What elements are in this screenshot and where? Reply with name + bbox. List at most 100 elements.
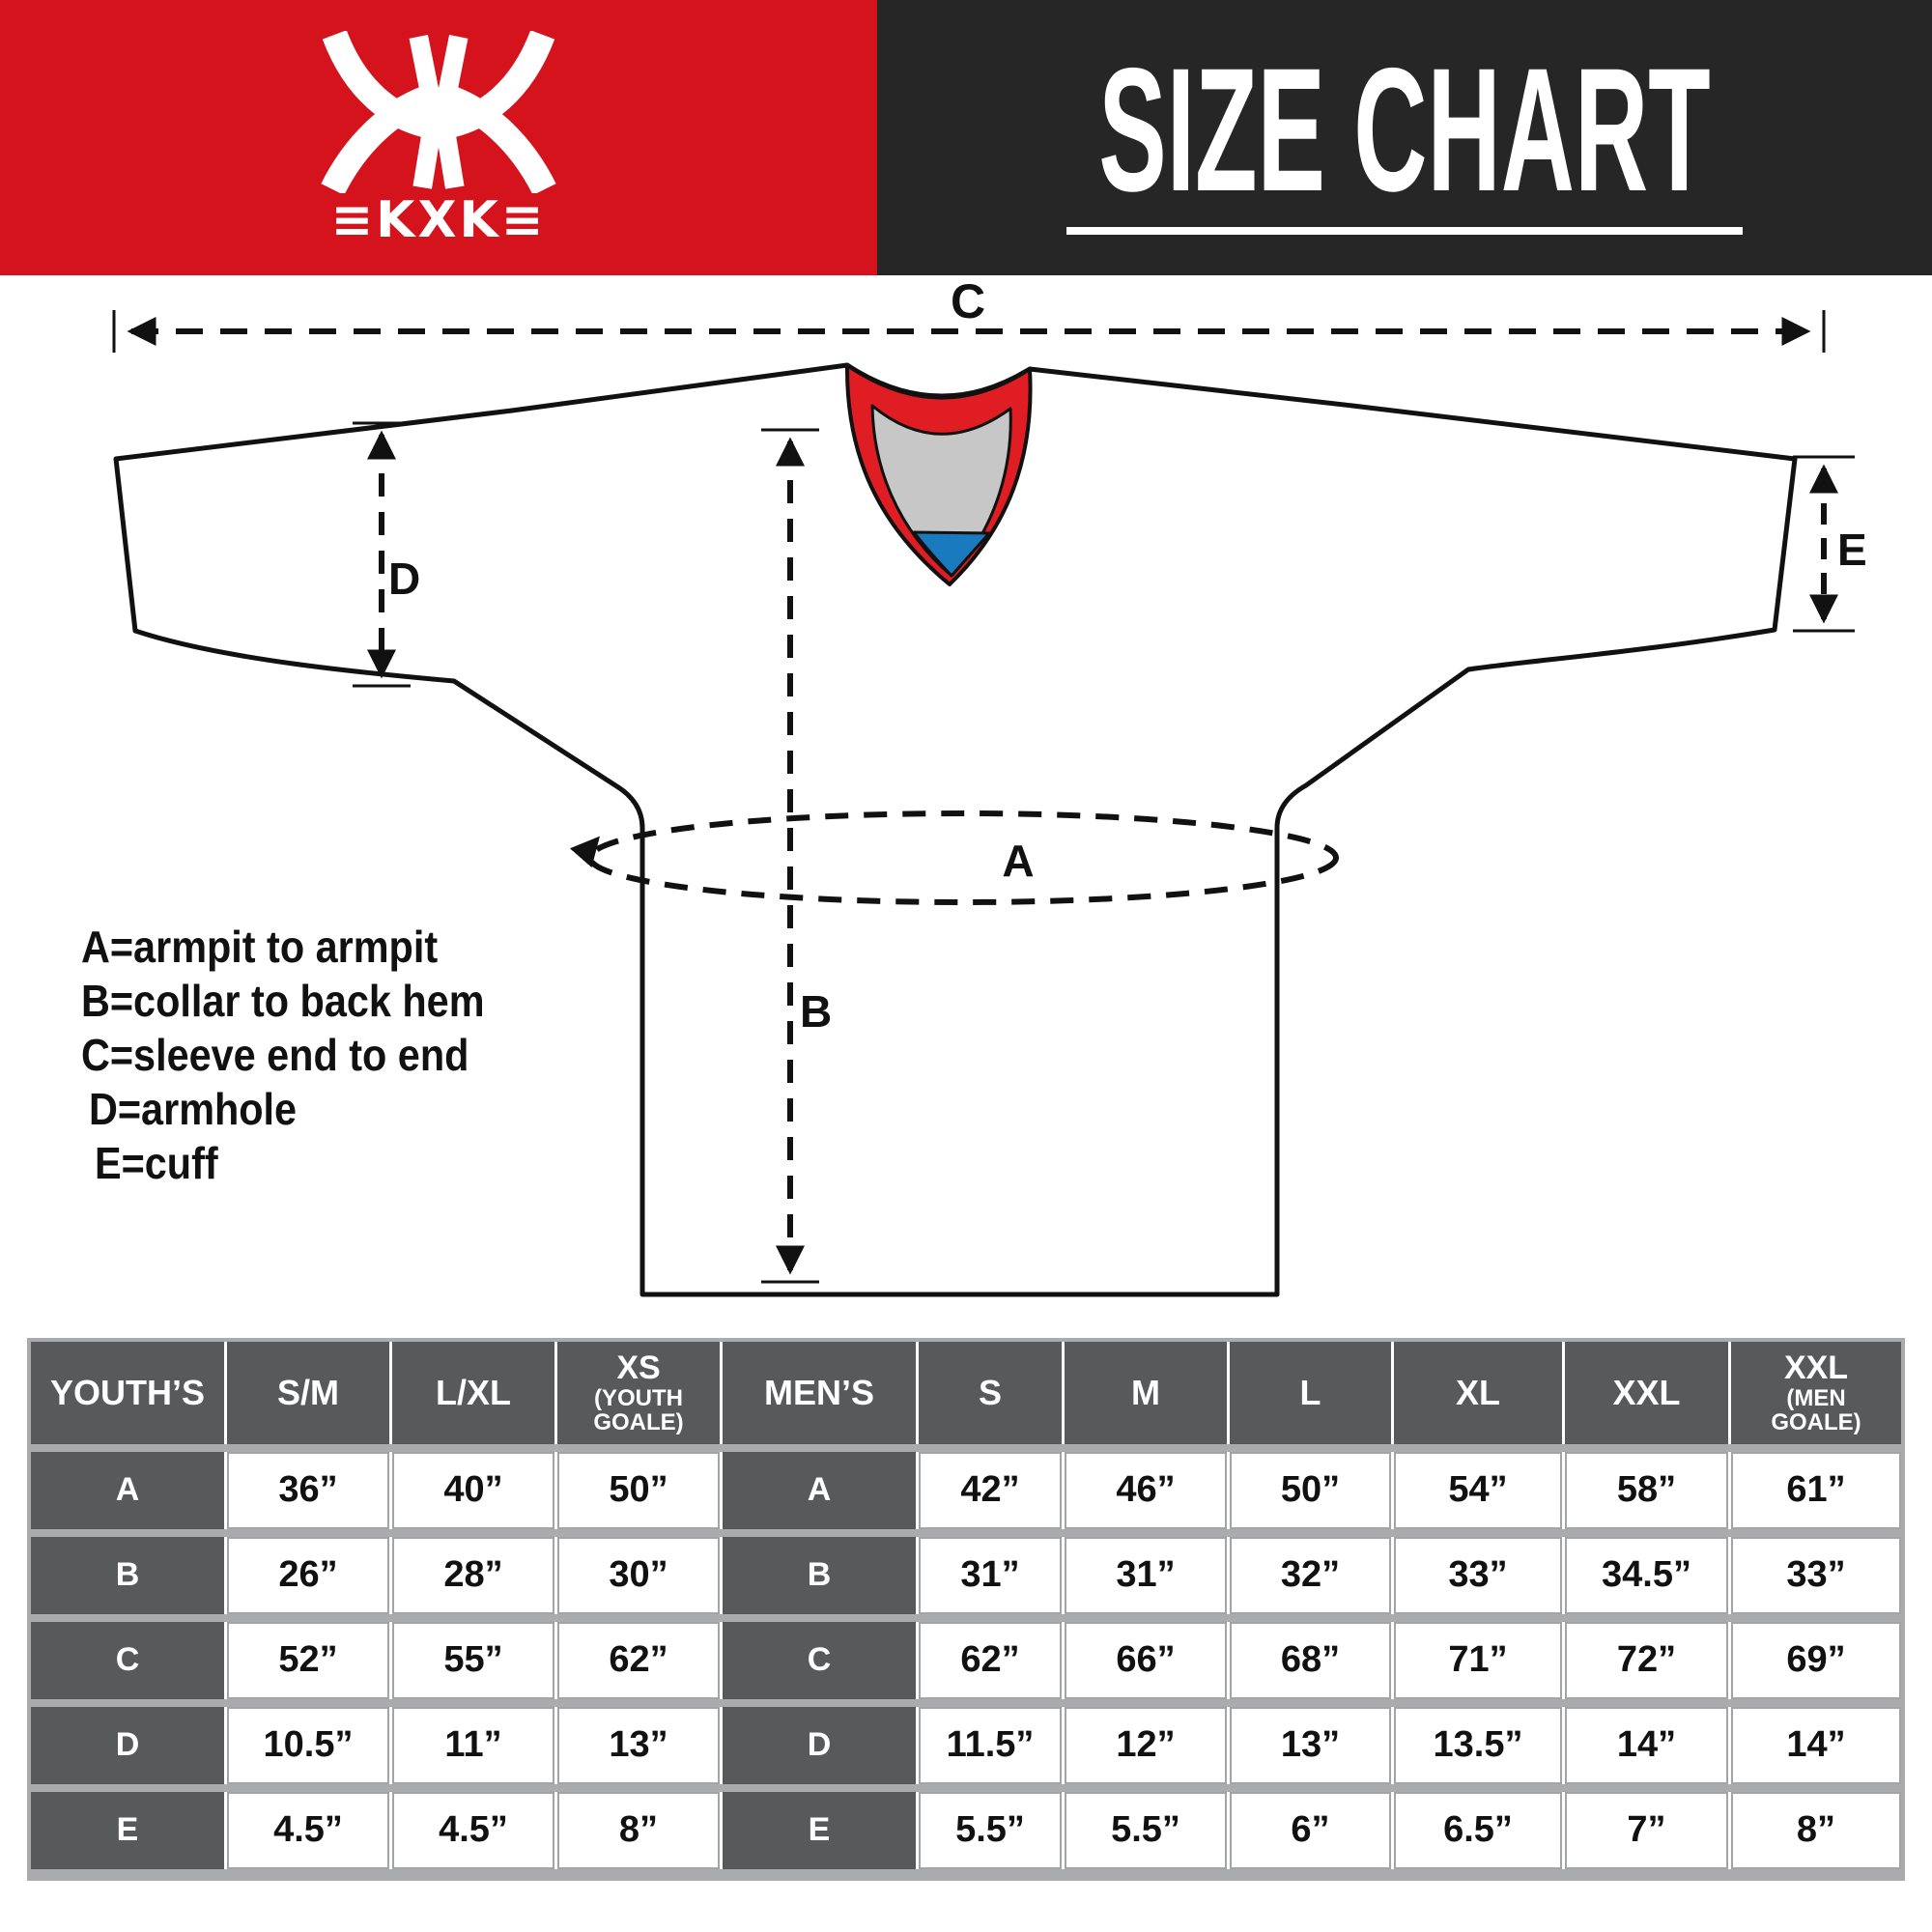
row-label: B (31, 1537, 224, 1614)
size-table: YOUTH’S S/M L/XL XS (YOUTH GOALE) MEN’S … (27, 1338, 1905, 1881)
col-header-youths: YOUTH’S (31, 1342, 224, 1444)
row-label: C (723, 1622, 916, 1699)
value-cell: 6” (1230, 1792, 1391, 1869)
value-cell: 8” (557, 1792, 720, 1869)
value-cell: 55” (392, 1622, 554, 1699)
xxl-note2: GOALE) (1771, 1408, 1861, 1435)
value-cell: 5.5” (919, 1792, 1062, 1869)
xxl-size: XXL (1783, 1349, 1849, 1386)
table-row: A 36” 40” 50” A 42” 46” 50” 54” 58” 61” (31, 1444, 1901, 1529)
value-cell: 62” (919, 1622, 1062, 1699)
row-label: D (31, 1707, 224, 1784)
jersey-measurement-diagram: C D B E A A=a (81, 275, 1867, 1297)
dim-label-a: A (1002, 836, 1034, 886)
value-cell: 69” (1731, 1622, 1901, 1699)
value-cell: 26” (227, 1537, 389, 1614)
value-cell: 13” (1230, 1707, 1391, 1784)
value-cell: 30” (557, 1537, 720, 1614)
col-header-l: L (1230, 1342, 1391, 1444)
xs-note1: (YOUTH (594, 1384, 683, 1411)
legend-line-c: C=sleeve end to end (81, 1031, 469, 1081)
dim-b-arrow: B (761, 428, 832, 1284)
col-header-xxl: XXL (1565, 1342, 1728, 1444)
value-cell: 54” (1394, 1452, 1562, 1529)
dim-label-d: D (388, 554, 420, 604)
legend-line-b: B=collar to back hem (81, 977, 485, 1027)
table-row: D 10.5” 11” 13” D 11.5” 12” 13” 13.5” 14… (31, 1699, 1901, 1784)
xs-note2: GOALE) (593, 1408, 684, 1435)
value-cell: 50” (1230, 1452, 1391, 1529)
value-cell: 50” (557, 1452, 720, 1529)
col-header-xxl-men-goalie: XXL (MEN GOALE) (1731, 1342, 1901, 1444)
col-header-xs-youth-goalie: XS (YOUTH GOALE) (557, 1342, 720, 1444)
value-cell: 68” (1230, 1622, 1391, 1699)
value-cell: 14” (1731, 1707, 1901, 1784)
value-cell: 10.5” (227, 1707, 389, 1784)
value-cell: 6.5” (1394, 1792, 1562, 1869)
value-cell: 13” (557, 1707, 720, 1784)
title-underline (1066, 226, 1743, 235)
value-cell: 11” (392, 1707, 554, 1784)
dim-label-b: B (800, 986, 832, 1037)
row-label: A (31, 1452, 224, 1529)
dim-e-arrow: E (1793, 455, 1867, 633)
value-cell: 12” (1065, 1707, 1227, 1784)
dim-c-arrow: C (112, 275, 1826, 353)
col-header-xl: XL (1394, 1342, 1562, 1444)
row-label: A (723, 1452, 916, 1529)
value-cell: 33” (1731, 1537, 1901, 1614)
dim-d-arrow: D (353, 421, 420, 688)
legend-line-a: A=armpit to armpit (81, 923, 439, 973)
value-cell: 46” (1065, 1452, 1227, 1529)
row-label: B (723, 1537, 916, 1614)
value-cell: 33” (1394, 1537, 1562, 1614)
xs-size: XS (616, 1349, 661, 1386)
table-row: E 4.5” 4.5” 8” E 5.5” 5.5” 6” 6.5” 7” 8” (31, 1784, 1901, 1869)
dim-label-c: C (951, 275, 985, 328)
dim-a-ellipse: A (569, 810, 1339, 905)
col-header-lxl: L/XL (392, 1342, 554, 1444)
value-cell: 32” (1230, 1537, 1391, 1614)
value-cell: 52” (227, 1622, 389, 1699)
value-cell: 58” (1565, 1452, 1728, 1529)
title-panel: SIZE CHART (877, 0, 1932, 275)
value-cell: 8” (1731, 1792, 1901, 1869)
value-cell: 5.5” (1065, 1792, 1227, 1869)
dim-label-e: E (1837, 525, 1867, 575)
table-row: B 26” 28” 30” B 31” 31” 32” 33” 34.5” 33… (31, 1529, 1901, 1614)
value-cell: 34.5” (1565, 1537, 1728, 1614)
value-cell: 31” (919, 1537, 1062, 1614)
value-cell: 42” (919, 1452, 1062, 1529)
brand-wordmark: ≡KXK≡ (330, 190, 547, 249)
table-header-row: YOUTH’S S/M L/XL XS (YOUTH GOALE) MEN’S … (31, 1342, 1901, 1444)
value-cell: 62” (557, 1622, 720, 1699)
row-label: E (31, 1792, 224, 1869)
value-cell: 13.5” (1394, 1707, 1562, 1784)
value-cell: 14” (1565, 1707, 1728, 1784)
value-cell: 66” (1065, 1622, 1227, 1699)
value-cell: 28” (392, 1537, 554, 1614)
row-label: D (723, 1707, 916, 1784)
value-cell: 4.5” (392, 1792, 554, 1869)
col-header-mens: MEN’S (723, 1342, 916, 1444)
value-cell: 31” (1065, 1537, 1227, 1614)
value-cell: 40” (392, 1452, 554, 1529)
measurement-legend: A=armpit to armpit B=collar to back hem … (81, 923, 485, 1189)
value-cell: 36” (227, 1452, 389, 1529)
row-label: E (723, 1792, 916, 1869)
value-cell: 4.5” (227, 1792, 389, 1869)
legend-line-e: E=cuff (95, 1139, 218, 1189)
col-header-m: M (1065, 1342, 1227, 1444)
value-cell: 11.5” (919, 1707, 1062, 1784)
row-label: C (31, 1622, 224, 1699)
brand-panel: ≡KXK≡ (0, 0, 877, 275)
value-cell: 61” (1731, 1452, 1901, 1529)
page-title: SIZE CHART (1098, 30, 1711, 228)
kxk-x-emblem-icon (321, 30, 556, 193)
top-banner: ≡KXK≡ SIZE CHART (0, 0, 1932, 275)
value-cell: 72” (1565, 1622, 1728, 1699)
xxl-note1: (MEN (1786, 1384, 1846, 1411)
table-row: C 52” 55” 62” C 62” 66” 68” 71” 72” 69” (31, 1614, 1901, 1699)
col-header-sm: S/M (227, 1342, 389, 1444)
